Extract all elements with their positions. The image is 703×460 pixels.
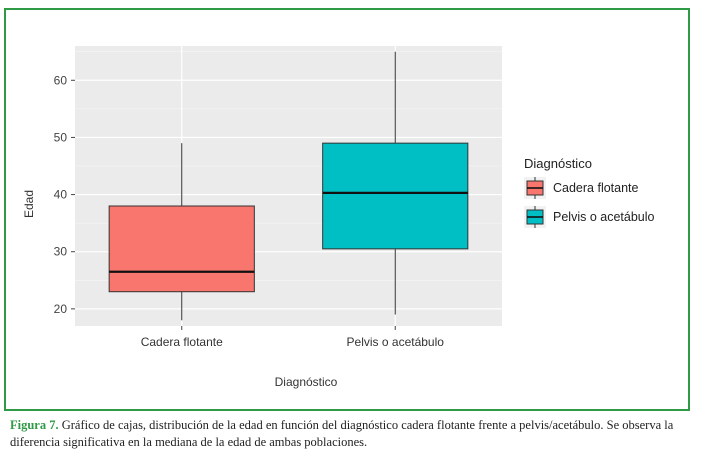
y-axis-label: Edad xyxy=(22,190,36,218)
legend: Cadera flotante Pelvis o acetábulo xyxy=(524,177,655,228)
legend-label: Pelvis o acetábulo xyxy=(553,210,655,224)
legend-title: Diagnóstico xyxy=(524,156,592,171)
y-tick-label: 50 xyxy=(54,130,68,144)
box xyxy=(322,142,469,250)
y-axis-ticks: 20 30 40 50 60 xyxy=(54,73,75,316)
box-plot: 20 30 40 50 60 Cadera flotante Pelvis o acetá… xyxy=(22,46,655,389)
figure-frame xyxy=(4,8,690,411)
y-tick-label: 60 xyxy=(54,73,68,87)
legend-label: Cadera flotante xyxy=(553,181,639,195)
y-tick-label: 20 xyxy=(54,302,68,316)
x-tick-label: Cadera flotante xyxy=(141,335,223,349)
y-tick-label: 40 xyxy=(54,188,68,202)
boxes-layer xyxy=(108,51,469,321)
caption-text: Gráfico de cajas, distribución de la eda… xyxy=(10,418,674,449)
figure-caption: Figura 7. Gráfico de cajas, distribución… xyxy=(10,417,690,451)
x-tick-label: Pelvis o acetábulo xyxy=(347,335,445,349)
caption-label: Figura 7. xyxy=(10,418,59,432)
box xyxy=(108,205,255,293)
x-axis-ticks: Cadera flotante Pelvis o acetábulo xyxy=(141,326,445,349)
y-tick-label: 30 xyxy=(54,245,68,259)
x-axis-label: Diagnóstico xyxy=(275,375,338,389)
